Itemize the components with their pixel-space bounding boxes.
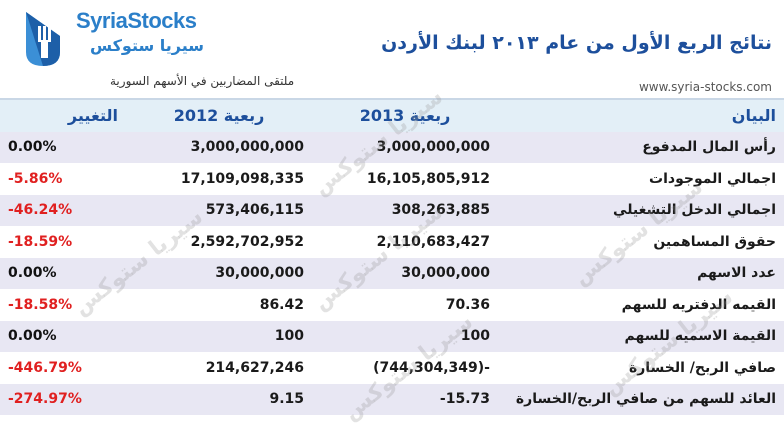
q2012-cell: 17,109,098,335 bbox=[126, 163, 312, 195]
table-row: 0.00% 100 100 القيمة الاسميه للسهم bbox=[0, 320, 784, 352]
change-cell: -274.97% bbox=[0, 383, 126, 415]
header-q2013: ربعية 2013 bbox=[312, 100, 498, 132]
change-cell: -46.24% bbox=[0, 194, 126, 226]
q2013-cell: 70.36 bbox=[312, 289, 498, 321]
table-header-row: التغيير ربعية 2012 ربعية 2013 البيان bbox=[0, 100, 784, 132]
header-change: التغيير bbox=[0, 100, 126, 132]
fork-in-bowl-icon bbox=[26, 12, 60, 66]
row-label: اجمالي الدخل التشغيلي bbox=[498, 194, 784, 226]
change-cell: 0.00% bbox=[0, 257, 126, 289]
change-cell: -5.86% bbox=[0, 163, 126, 195]
header-divider bbox=[0, 98, 784, 100]
row-label: عدد الاسهم bbox=[498, 257, 784, 289]
q2012-cell: 30,000,000 bbox=[126, 257, 312, 289]
q2012-cell: 3,000,000,000 bbox=[126, 131, 312, 163]
q2013-cell: 308,263,885 bbox=[312, 194, 498, 226]
table-row: -18.58% 86.42 70.36 القيمه الدفتريه للسهم bbox=[0, 289, 784, 321]
q2012-cell: 100 bbox=[126, 320, 312, 352]
brand-name-en: SyriaStocks bbox=[76, 8, 197, 33]
brand-name-ar: سيريا ستوكس bbox=[90, 36, 205, 55]
q2013-cell: 30,000,000 bbox=[312, 257, 498, 289]
page-title: نتائج الربع الأول من عام ٢٠١٣ لبنك الأرد… bbox=[381, 32, 772, 54]
q2013-cell: (744,304,349)- bbox=[312, 352, 498, 384]
site-url[interactable]: www.syria-stocks.com bbox=[638, 80, 772, 94]
tagline: ملتقى المضاربين في الأسهم السورية bbox=[110, 74, 295, 88]
q2012-cell: 214,627,246 bbox=[126, 352, 312, 384]
row-label: القيمة الاسميه للسهم bbox=[498, 320, 784, 352]
q2012-cell: 2,592,702,952 bbox=[126, 226, 312, 258]
row-label: القيمه الدفتريه للسهم bbox=[498, 289, 784, 321]
q2013-cell: 100 bbox=[312, 320, 498, 352]
q2013-cell: 2,110,683,427 bbox=[312, 226, 498, 258]
change-cell: -446.79% bbox=[0, 352, 126, 384]
table-row: -46.24% 573,406,115 308,263,885 اجمالي الدخ… bbox=[0, 194, 784, 226]
q2012-cell: 573,406,115 bbox=[126, 194, 312, 226]
page-header: SyriaStocks سيريا ستوكس ملتقى المضاربين … bbox=[0, 0, 784, 100]
change-cell: -18.59% bbox=[0, 226, 126, 258]
results-table: التغيير ربعية 2012 ربعية 2013 البيان 0.0… bbox=[0, 100, 784, 415]
table-row: -446.79% 214,627,246 (744,304,349)- صافي ال… bbox=[0, 352, 784, 384]
q2012-cell: 86.42 bbox=[126, 289, 312, 321]
header-label: البيان bbox=[498, 100, 784, 132]
q2012-cell: 9.15 bbox=[126, 383, 312, 415]
header-q2012: ربعية 2012 bbox=[126, 100, 312, 132]
site-logo[interactable]: SyriaStocks سيريا ستوكس bbox=[18, 6, 204, 72]
table-row: -5.86% 17,109,098,335 16,105,805,912 اجمالي… bbox=[0, 163, 784, 195]
row-label: رأس المال المدفوع bbox=[498, 131, 784, 163]
row-label: العائد للسهم من صافي الربح/الخسارة bbox=[498, 383, 784, 415]
table-row: 0.00% 3,000,000,000 3,000,000,000 رأس المال… bbox=[0, 131, 784, 163]
table-row: -18.59% 2,592,702,952 2,110,683,427 حقوق ال… bbox=[0, 226, 784, 258]
q2013-cell: 3,000,000,000 bbox=[312, 131, 498, 163]
row-label: اجمالي الموجودات bbox=[498, 163, 784, 195]
q2013-cell: 16,105,805,912 bbox=[312, 163, 498, 195]
change-cell: 0.00% bbox=[0, 131, 126, 163]
row-label: صافي الربح/ الخسارة bbox=[498, 352, 784, 384]
q2013-cell: -15.73 bbox=[312, 383, 498, 415]
table-row: 0.00% 30,000,000 30,000,000 عدد الاسهم bbox=[0, 257, 784, 289]
change-cell: 0.00% bbox=[0, 320, 126, 352]
row-label: حقوق المساهمين bbox=[498, 226, 784, 258]
table-row: -274.97% 9.15 -15.73 العائد للسهم من صافي ا… bbox=[0, 383, 784, 415]
change-cell: -18.58% bbox=[0, 289, 126, 321]
